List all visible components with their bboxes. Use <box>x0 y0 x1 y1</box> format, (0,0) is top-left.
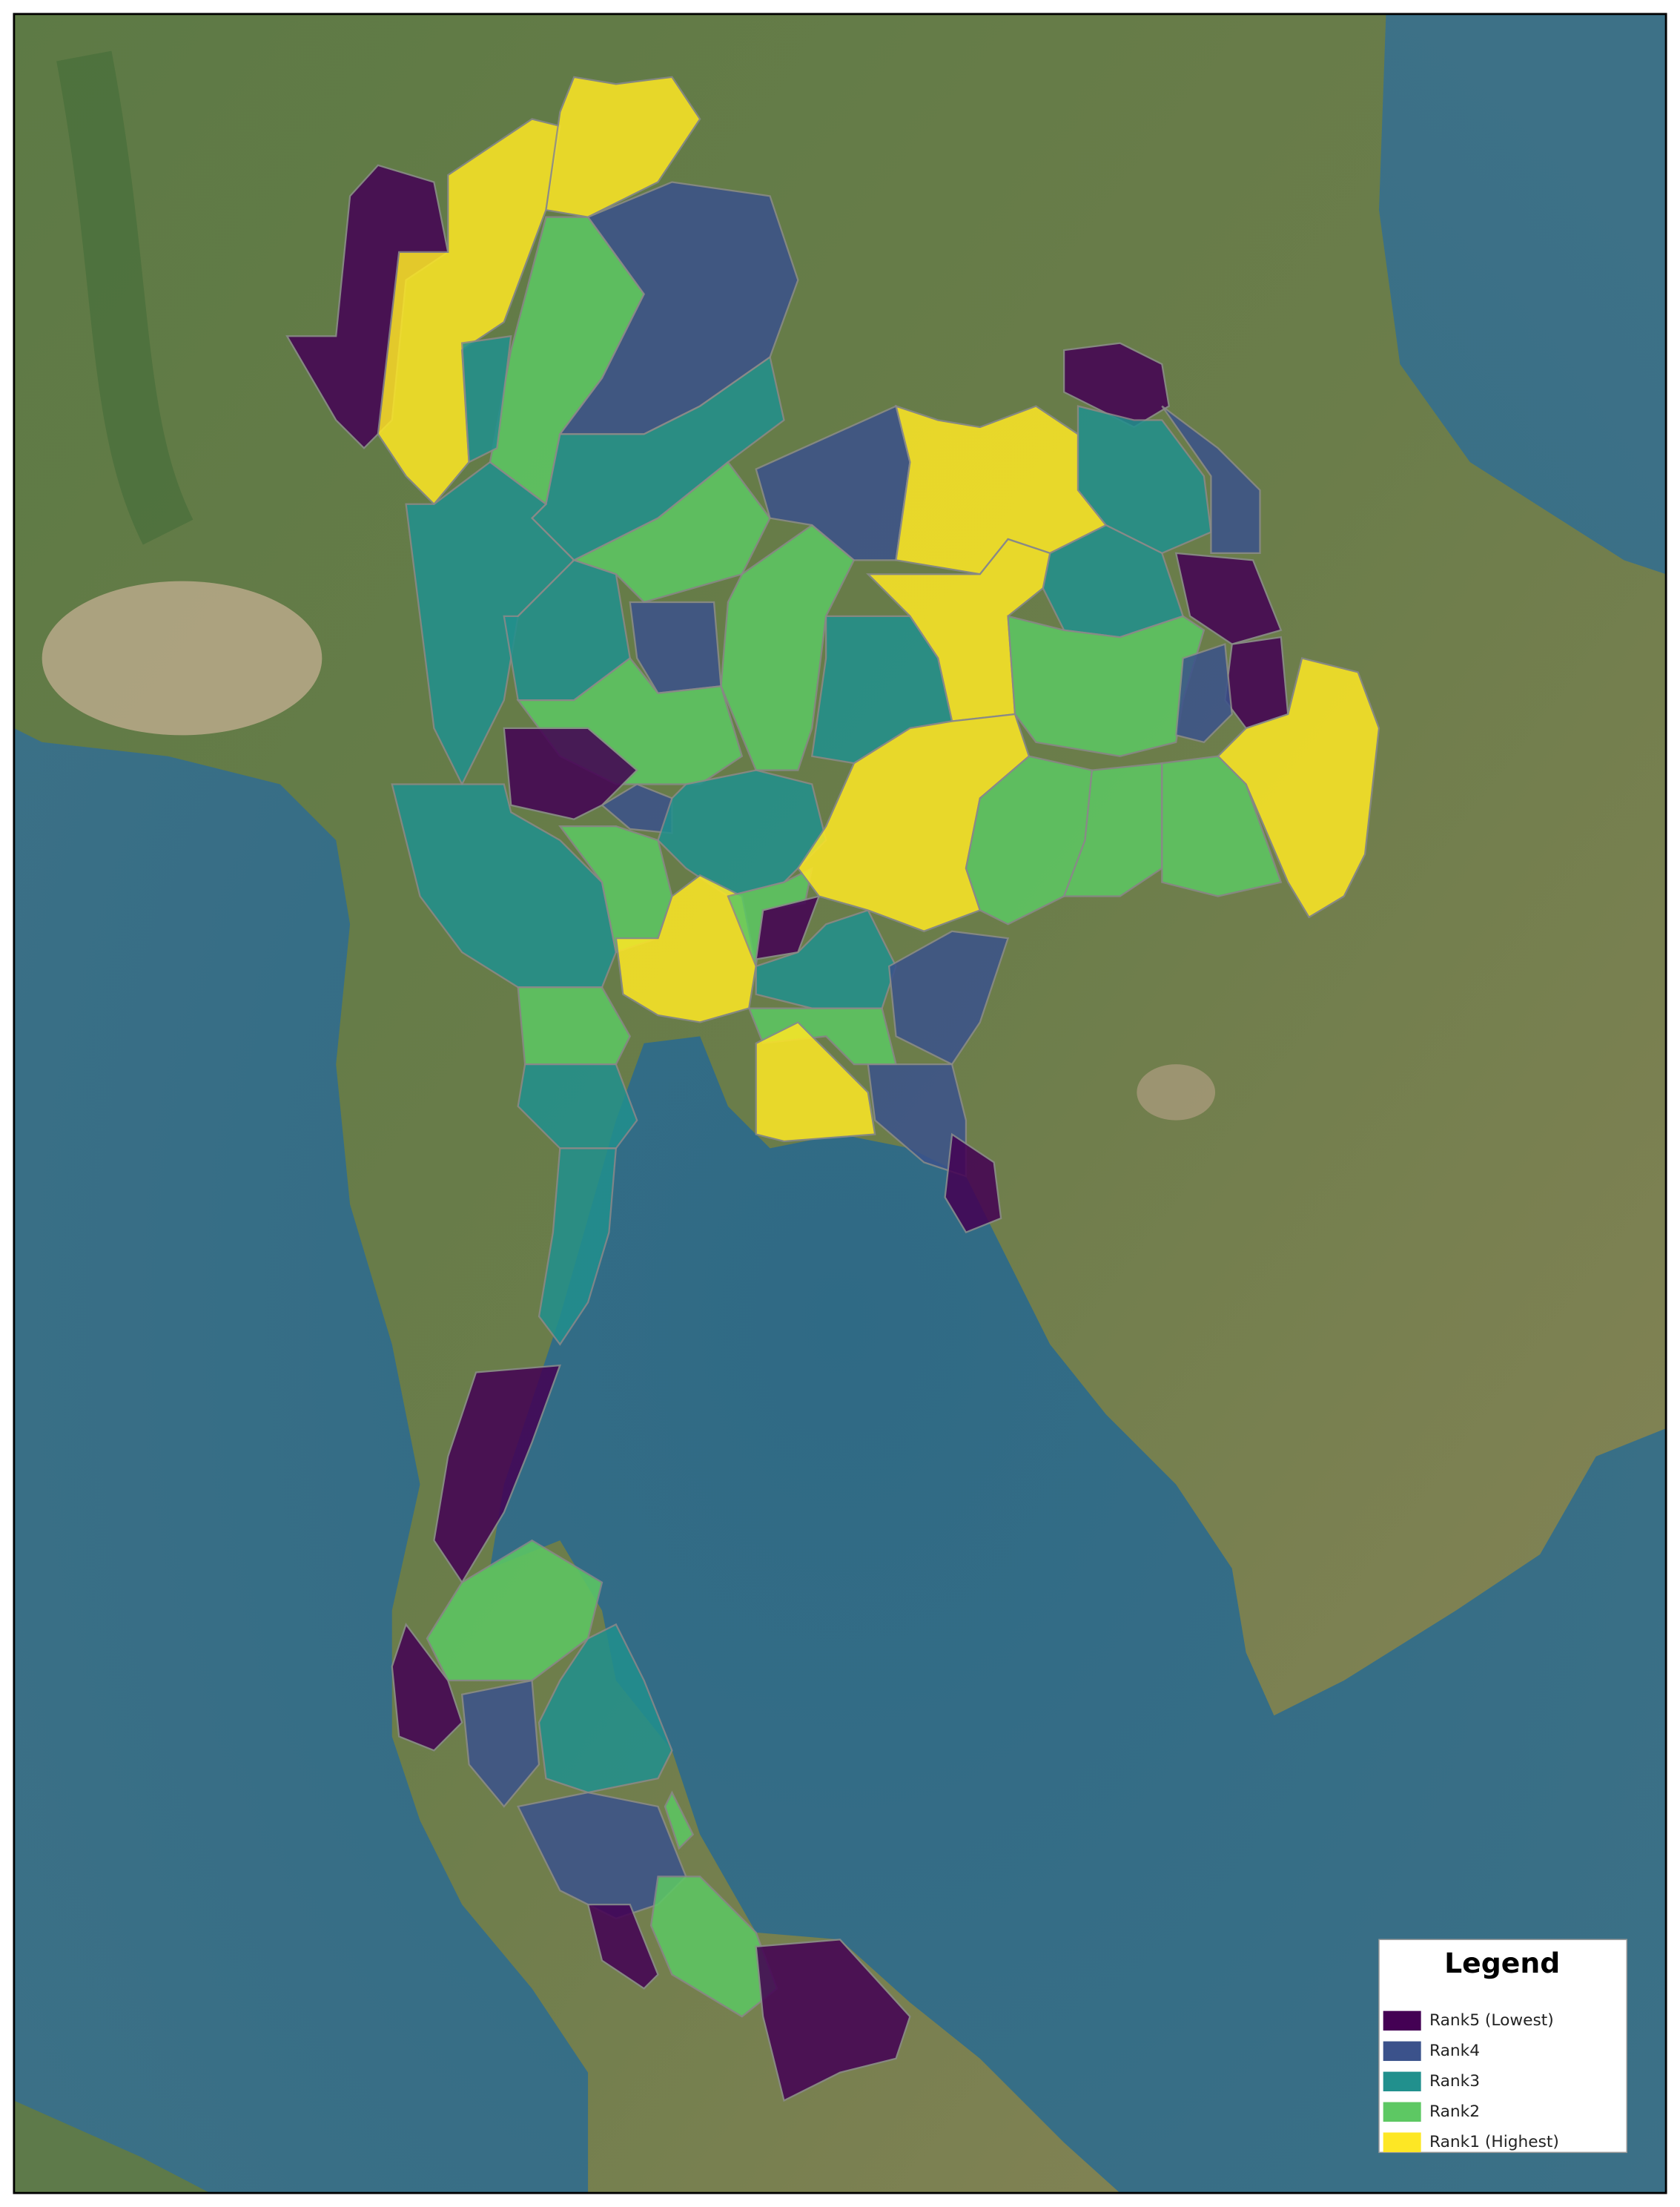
province <box>1161 755 1283 897</box>
lake <box>1137 1064 1216 1121</box>
province <box>887 930 1010 1066</box>
legend-label: Rank3 <box>1429 2072 1480 2091</box>
province <box>538 1147 618 1346</box>
mud-flat <box>42 581 323 736</box>
province <box>649 1876 778 2018</box>
province <box>1174 643 1233 744</box>
legend-swatch <box>1383 2071 1421 2092</box>
province <box>572 461 771 604</box>
province <box>586 1903 659 1990</box>
province <box>426 1539 603 1682</box>
provinces <box>285 76 1380 2102</box>
legend-label: Rank5 (Lowest) <box>1429 2011 1554 2030</box>
province <box>1174 552 1283 645</box>
province <box>944 1132 1002 1234</box>
legend-swatch <box>1383 2102 1421 2122</box>
province <box>1161 405 1261 555</box>
province <box>545 76 701 218</box>
land <box>13 2100 211 2194</box>
province <box>285 164 449 449</box>
province <box>664 1790 695 1850</box>
province <box>391 1623 463 1752</box>
province <box>755 1021 876 1143</box>
province <box>755 1939 911 2102</box>
province <box>1007 615 1206 757</box>
province <box>1062 342 1171 429</box>
legend-label: Rank2 <box>1429 2102 1480 2121</box>
legend-label: Rank1 (Highest) <box>1429 2133 1559 2151</box>
province <box>460 1679 540 1808</box>
legend-swatch <box>1383 2132 1421 2152</box>
legend-title: Legend <box>1444 1947 1560 1979</box>
legend-swatch <box>1383 2010 1421 2031</box>
map-frame <box>13 13 1667 2194</box>
province <box>460 334 512 463</box>
legend-label: Rank4 <box>1429 2042 1480 2060</box>
province <box>538 1623 673 1794</box>
province <box>433 1364 562 1584</box>
mountain-range <box>56 50 194 545</box>
province <box>517 986 632 1066</box>
legend-swatch <box>1383 2041 1421 2062</box>
province <box>1217 657 1380 919</box>
legend: Legend Rank5 (Lowest) Rank4 Rank3 Rank2 Rank… <box>1378 1939 1627 2154</box>
